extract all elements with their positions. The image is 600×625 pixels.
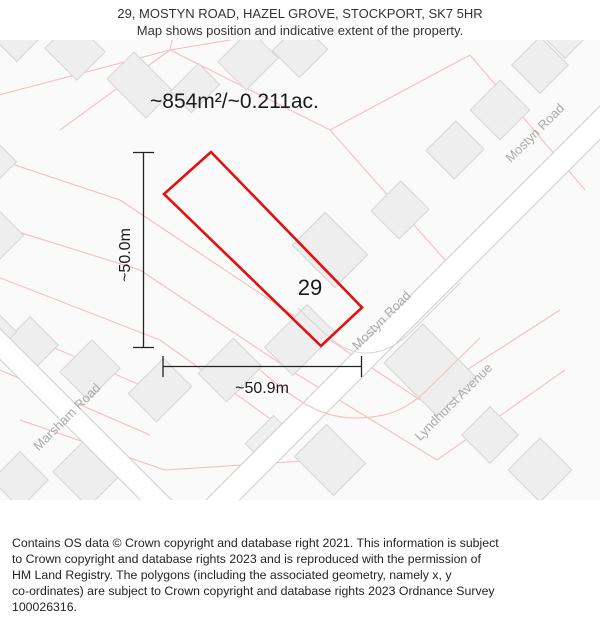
svg-text:~50.0m: ~50.0m	[117, 228, 134, 282]
svg-text:29: 29	[298, 275, 322, 300]
svg-text:~50.9m: ~50.9m	[235, 380, 289, 397]
svg-text:~854m²/~0.211ac.: ~854m²/~0.211ac.	[150, 90, 319, 113]
